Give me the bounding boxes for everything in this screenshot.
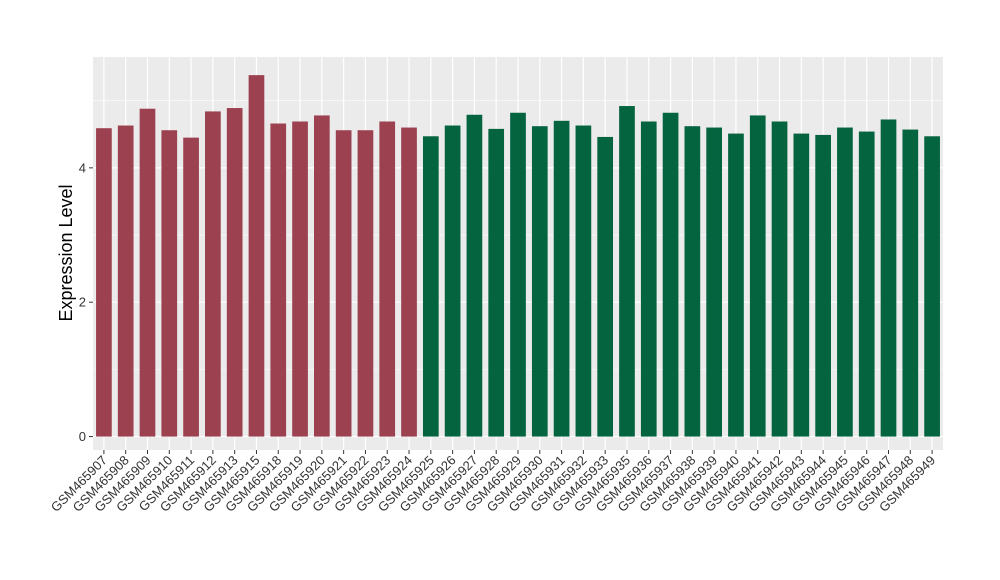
bar (902, 129, 919, 437)
y-tick-label: 2 (79, 295, 86, 310)
bar (837, 127, 853, 437)
bar (793, 133, 810, 437)
bars (96, 75, 940, 437)
bar (858, 131, 875, 437)
bar (531, 126, 548, 437)
bar (117, 125, 134, 437)
bar (771, 121, 788, 437)
bar (880, 119, 897, 437)
bar (335, 130, 352, 437)
bar (292, 121, 308, 437)
bar (270, 123, 287, 437)
bar (684, 126, 701, 437)
bar (706, 127, 722, 437)
y-tick-label: 4 (79, 160, 86, 175)
bar (488, 128, 505, 437)
bar (422, 136, 439, 437)
y-axis: 0 2 4 (79, 160, 93, 444)
bar (466, 114, 483, 437)
bar (640, 121, 657, 437)
bar (96, 128, 112, 437)
bar (597, 136, 614, 437)
bar (183, 137, 199, 437)
bar (401, 127, 417, 437)
bar (248, 75, 265, 437)
bar (749, 115, 766, 437)
bar (662, 112, 679, 437)
y-axis-title: Expression Level (56, 184, 76, 321)
bar (553, 120, 570, 437)
bar (357, 130, 374, 437)
bar (815, 134, 831, 437)
y-tick-label: 0 (79, 429, 86, 444)
bar (575, 125, 592, 437)
bar (161, 130, 178, 437)
bar (619, 106, 635, 437)
bar (444, 125, 461, 437)
bar (205, 111, 221, 437)
bar (226, 108, 243, 437)
bar (728, 133, 744, 437)
bar (314, 115, 330, 437)
bar (510, 112, 526, 437)
bar (379, 121, 396, 437)
bar (924, 136, 940, 437)
bar (139, 108, 156, 437)
x-axis: GSM465907GSM465908GSM465909GSM465910GSM4… (48, 450, 938, 515)
